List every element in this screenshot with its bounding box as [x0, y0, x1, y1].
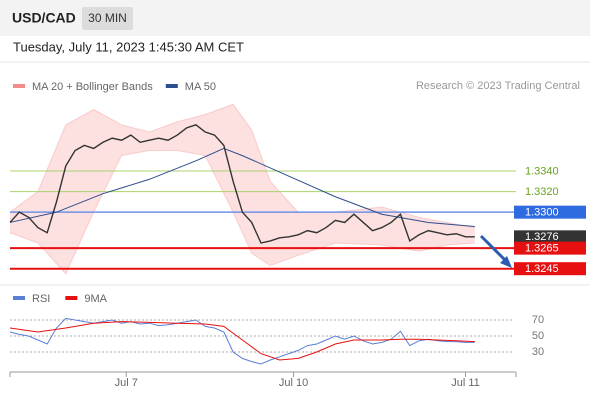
series-line [9, 317, 475, 365]
x-tick-label: Jul 7 [115, 377, 138, 389]
forecast-arrow [479, 234, 512, 268]
level-label: 1.3276 [525, 231, 559, 243]
symbol: USD/CAD [12, 10, 76, 26]
timeframe-badge[interactable] [82, 7, 133, 30]
legend-label: MA 50 [185, 81, 216, 93]
legend-swatch [65, 296, 78, 300]
y-tick-label: 50 [532, 330, 544, 342]
legend-label: MA 20 + Bollinger Bands [32, 81, 153, 93]
x-tick-label: Jul 10 [279, 377, 308, 389]
level-box [514, 241, 586, 255]
legend-label: 9MA [84, 293, 107, 305]
band-upper [9, 103, 475, 229]
x-tick-label: Jul 11 [451, 377, 480, 389]
level-label: 1.3300 [525, 207, 559, 219]
level-label: 1.3340 [525, 165, 559, 177]
series-line [9, 124, 475, 244]
level-box [514, 262, 586, 276]
copyright: Research © 2023 Trading Central [416, 80, 580, 92]
timeframe[interactable]: 30 MIN [88, 11, 127, 25]
series-line [9, 147, 475, 228]
legend-swatch [13, 84, 25, 88]
bollinger-band [10, 104, 475, 274]
level-label: 1.3265 [525, 243, 559, 255]
plot-layer: MA 20 + Bollinger Bands MA 50 1.3340 1.3320… [9, 81, 586, 389]
level-box [514, 205, 586, 219]
arrow-head [500, 256, 512, 268]
level-box [514, 230, 586, 244]
series-line [9, 321, 475, 361]
y-tick-label: 70 [532, 314, 544, 326]
legend-label: RSI [32, 293, 50, 305]
y-tick-label: 30 [532, 346, 544, 358]
legend-swatch [165, 84, 178, 88]
legend-swatch [13, 296, 25, 300]
arrow-shaft [479, 234, 508, 263]
timestamp: Tuesday, July 11, 2023 1:45:30 AM CET [13, 39, 244, 54]
level-label: 1.3320 [525, 186, 559, 198]
level-label: 1.3245 [525, 263, 559, 275]
